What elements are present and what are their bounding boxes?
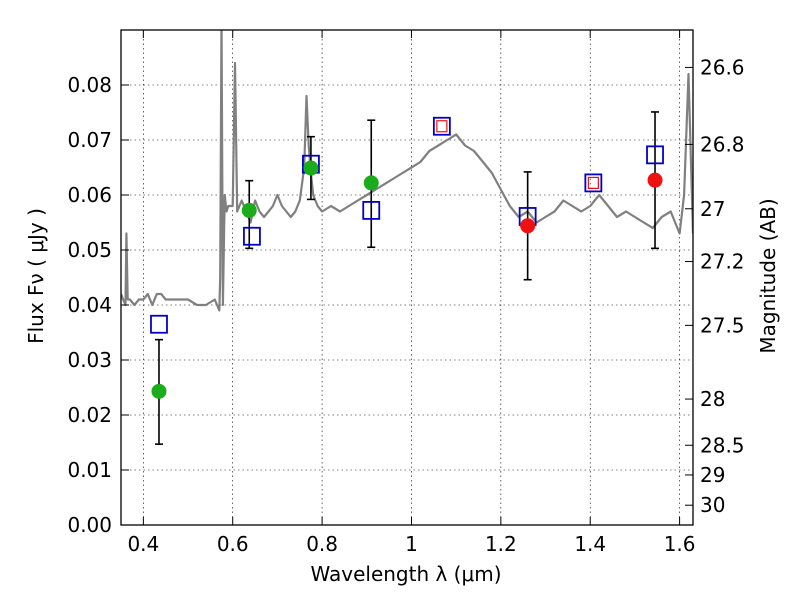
y-axis-label: Flux Fν ( μJy )	[24, 208, 48, 344]
y-tick-label: 0.08	[67, 73, 112, 97]
x-tick-label: 1.4	[574, 532, 606, 556]
right-tick-label: 28	[700, 387, 725, 411]
spectrum-line	[121, 30, 693, 312]
error-bars	[154, 111, 660, 445]
blue-square-marker	[362, 200, 381, 220]
right-tick-label: 27.2	[700, 250, 745, 274]
blue-square-marker	[584, 173, 603, 193]
right-tick-label: 30	[700, 493, 725, 517]
x-tick-label: 0.4	[127, 532, 159, 556]
right-tick-label: 27	[700, 197, 725, 221]
x-tick-label: 0.6	[217, 532, 249, 556]
green-circle-marker	[151, 383, 167, 399]
y-tick-label: 0.00	[67, 513, 112, 537]
y-tick-label: 0.02	[67, 403, 112, 427]
blue-square-marker	[646, 145, 664, 165]
x-tick-label: 1	[405, 532, 418, 556]
grid	[121, 30, 693, 526]
data-markers	[150, 116, 664, 399]
blue-square-marker	[432, 116, 451, 136]
red-square-marker	[587, 176, 599, 189]
y-tick-label: 0.06	[67, 183, 112, 207]
y-tick-label: 0.01	[67, 458, 112, 482]
axis-ticks: 0.4 0.6 0.8 1 1.2 1.4 1.6 0.00 0.01 0.02 0.03 0.04 0…	[67, 30, 745, 556]
x-tick-label: 1.2	[485, 532, 517, 556]
right-tick-label: 28.5	[700, 433, 745, 457]
green-circle-marker	[363, 175, 379, 191]
right-axis-label: Magnitude (AB)	[756, 198, 780, 354]
y-tick-label: 0.04	[67, 293, 112, 317]
blue-square-marker	[150, 314, 168, 334]
right-tick-label: 26.6	[700, 55, 745, 79]
y-tick-label: 0.05	[67, 238, 112, 262]
red-square-marker	[436, 120, 448, 133]
x-tick-label: 0.8	[306, 532, 338, 556]
red-circle-marker	[647, 172, 663, 188]
x-tick-label: 1.6	[664, 532, 696, 556]
blue-square-marker	[243, 226, 261, 246]
red-circle-marker	[520, 218, 536, 234]
x-axis-label: Wavelength λ (μm)	[310, 562, 502, 586]
spectrum-series	[121, 30, 693, 312]
right-tick-label: 29	[700, 463, 725, 487]
plot-frame	[120, 29, 694, 526]
right-tick-label: 27.5	[700, 313, 745, 337]
y-tick-label: 0.03	[67, 348, 112, 372]
right-tick-label: 26.8	[700, 132, 745, 156]
green-circle-marker	[241, 202, 257, 218]
green-circle-marker	[303, 160, 319, 176]
y-tick-label: 0.07	[67, 128, 112, 152]
